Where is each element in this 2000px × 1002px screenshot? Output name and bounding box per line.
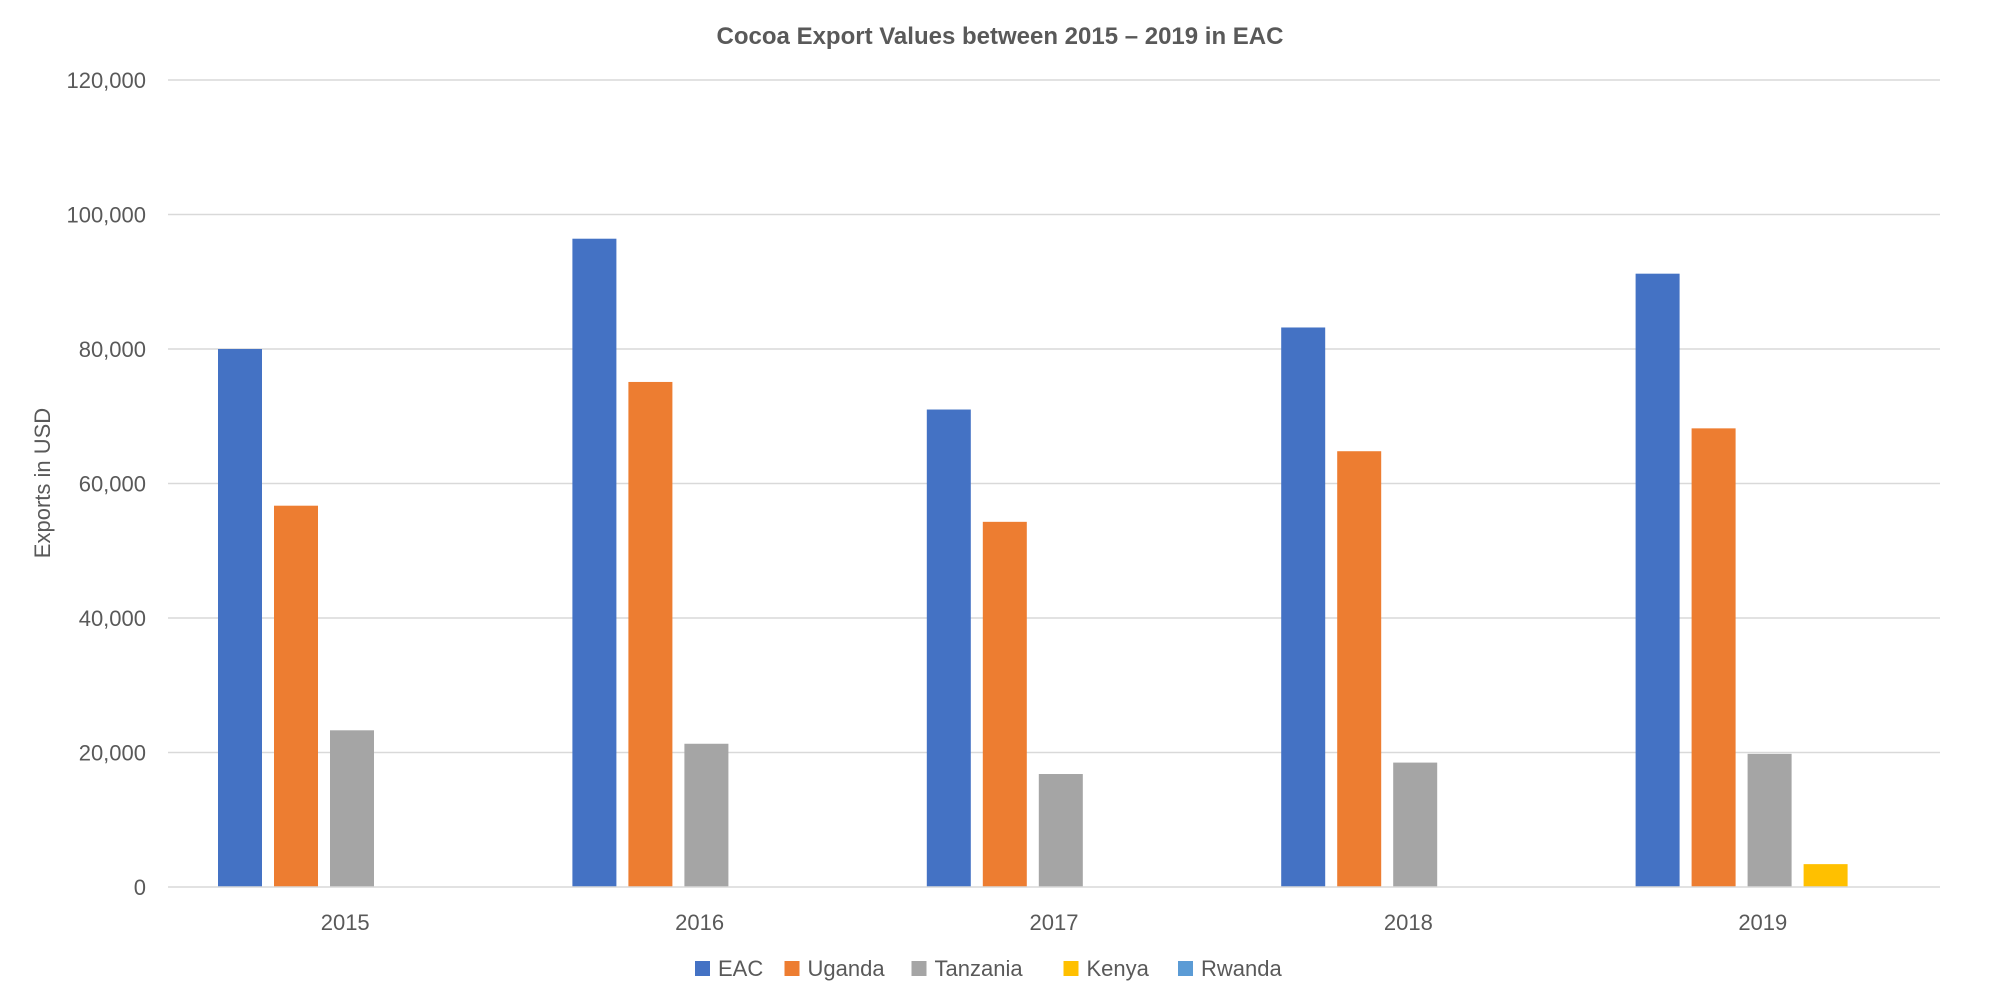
- bar-tanzania-2016: [684, 743, 729, 887]
- x-axis-ticks: 2015 2016 2017 2018 2019: [321, 910, 1788, 935]
- legend-swatch-kenya: [1063, 961, 1079, 976]
- y-tick-label: 80,000: [79, 337, 146, 362]
- bar-tanzania-2017: [1038, 774, 1083, 887]
- bar-eac-2018: [1281, 327, 1326, 888]
- bar-eac-2016: [572, 238, 617, 887]
- x-tick-label: 2016: [675, 910, 724, 935]
- legend-label-rwanda: Rwanda: [1201, 956, 1282, 981]
- x-tick-label: 2018: [1384, 910, 1433, 935]
- legend-swatch-eac: [695, 961, 710, 976]
- bar-tanzania-2018: [1393, 762, 1438, 887]
- legend-label-uganda: Uganda: [808, 956, 886, 981]
- bar-eac-2015: [218, 349, 262, 887]
- legend-swatch-rwanda: [1178, 961, 1193, 976]
- x-tick-label: 2015: [321, 910, 370, 935]
- y-tick-label: 0: [134, 875, 146, 900]
- y-tick-label: 40,000: [79, 606, 146, 631]
- y-tick-label: 120,000: [66, 68, 146, 93]
- y-tick-label: 20,000: [79, 741, 146, 766]
- legend-label-kenya: Kenya: [1087, 956, 1150, 981]
- bar-uganda-2016: [628, 381, 673, 887]
- bar-uganda-2015: [274, 505, 318, 887]
- bars: [218, 238, 1848, 888]
- legend-swatch-tanzania: [911, 961, 927, 976]
- legend: EAC Uganda Tanzania Kenya Rwanda: [695, 956, 1282, 981]
- bar-eac-2019: [1635, 273, 1680, 887]
- y-axis-title: Exports in USD: [30, 408, 55, 558]
- chart-title: Cocoa Export Values between 2015 – 2019 …: [717, 23, 1284, 50]
- x-tick-label: 2017: [1030, 910, 1079, 935]
- legend-swatch-uganda: [784, 961, 800, 976]
- bar-eac-2017: [926, 409, 971, 887]
- bar-uganda-2017: [982, 521, 1027, 887]
- y-axis-ticks: 0 20,000 40,000 60,000 80,000 100,000 120,000: [66, 68, 146, 900]
- y-tick-label: 100,000: [66, 203, 146, 228]
- legend-label-tanzania: Tanzania: [935, 956, 1024, 981]
- bar-uganda-2018: [1337, 451, 1382, 887]
- bar-kenya-2019: [1803, 864, 1848, 887]
- bar-uganda-2019: [1691, 428, 1736, 887]
- legend-label-eac: EAC: [718, 956, 763, 981]
- bar-tanzania-2019: [1747, 753, 1792, 887]
- y-tick-label: 60,000: [79, 472, 146, 497]
- bar-tanzania-2015: [330, 730, 374, 887]
- x-tick-label: 2019: [1738, 910, 1787, 935]
